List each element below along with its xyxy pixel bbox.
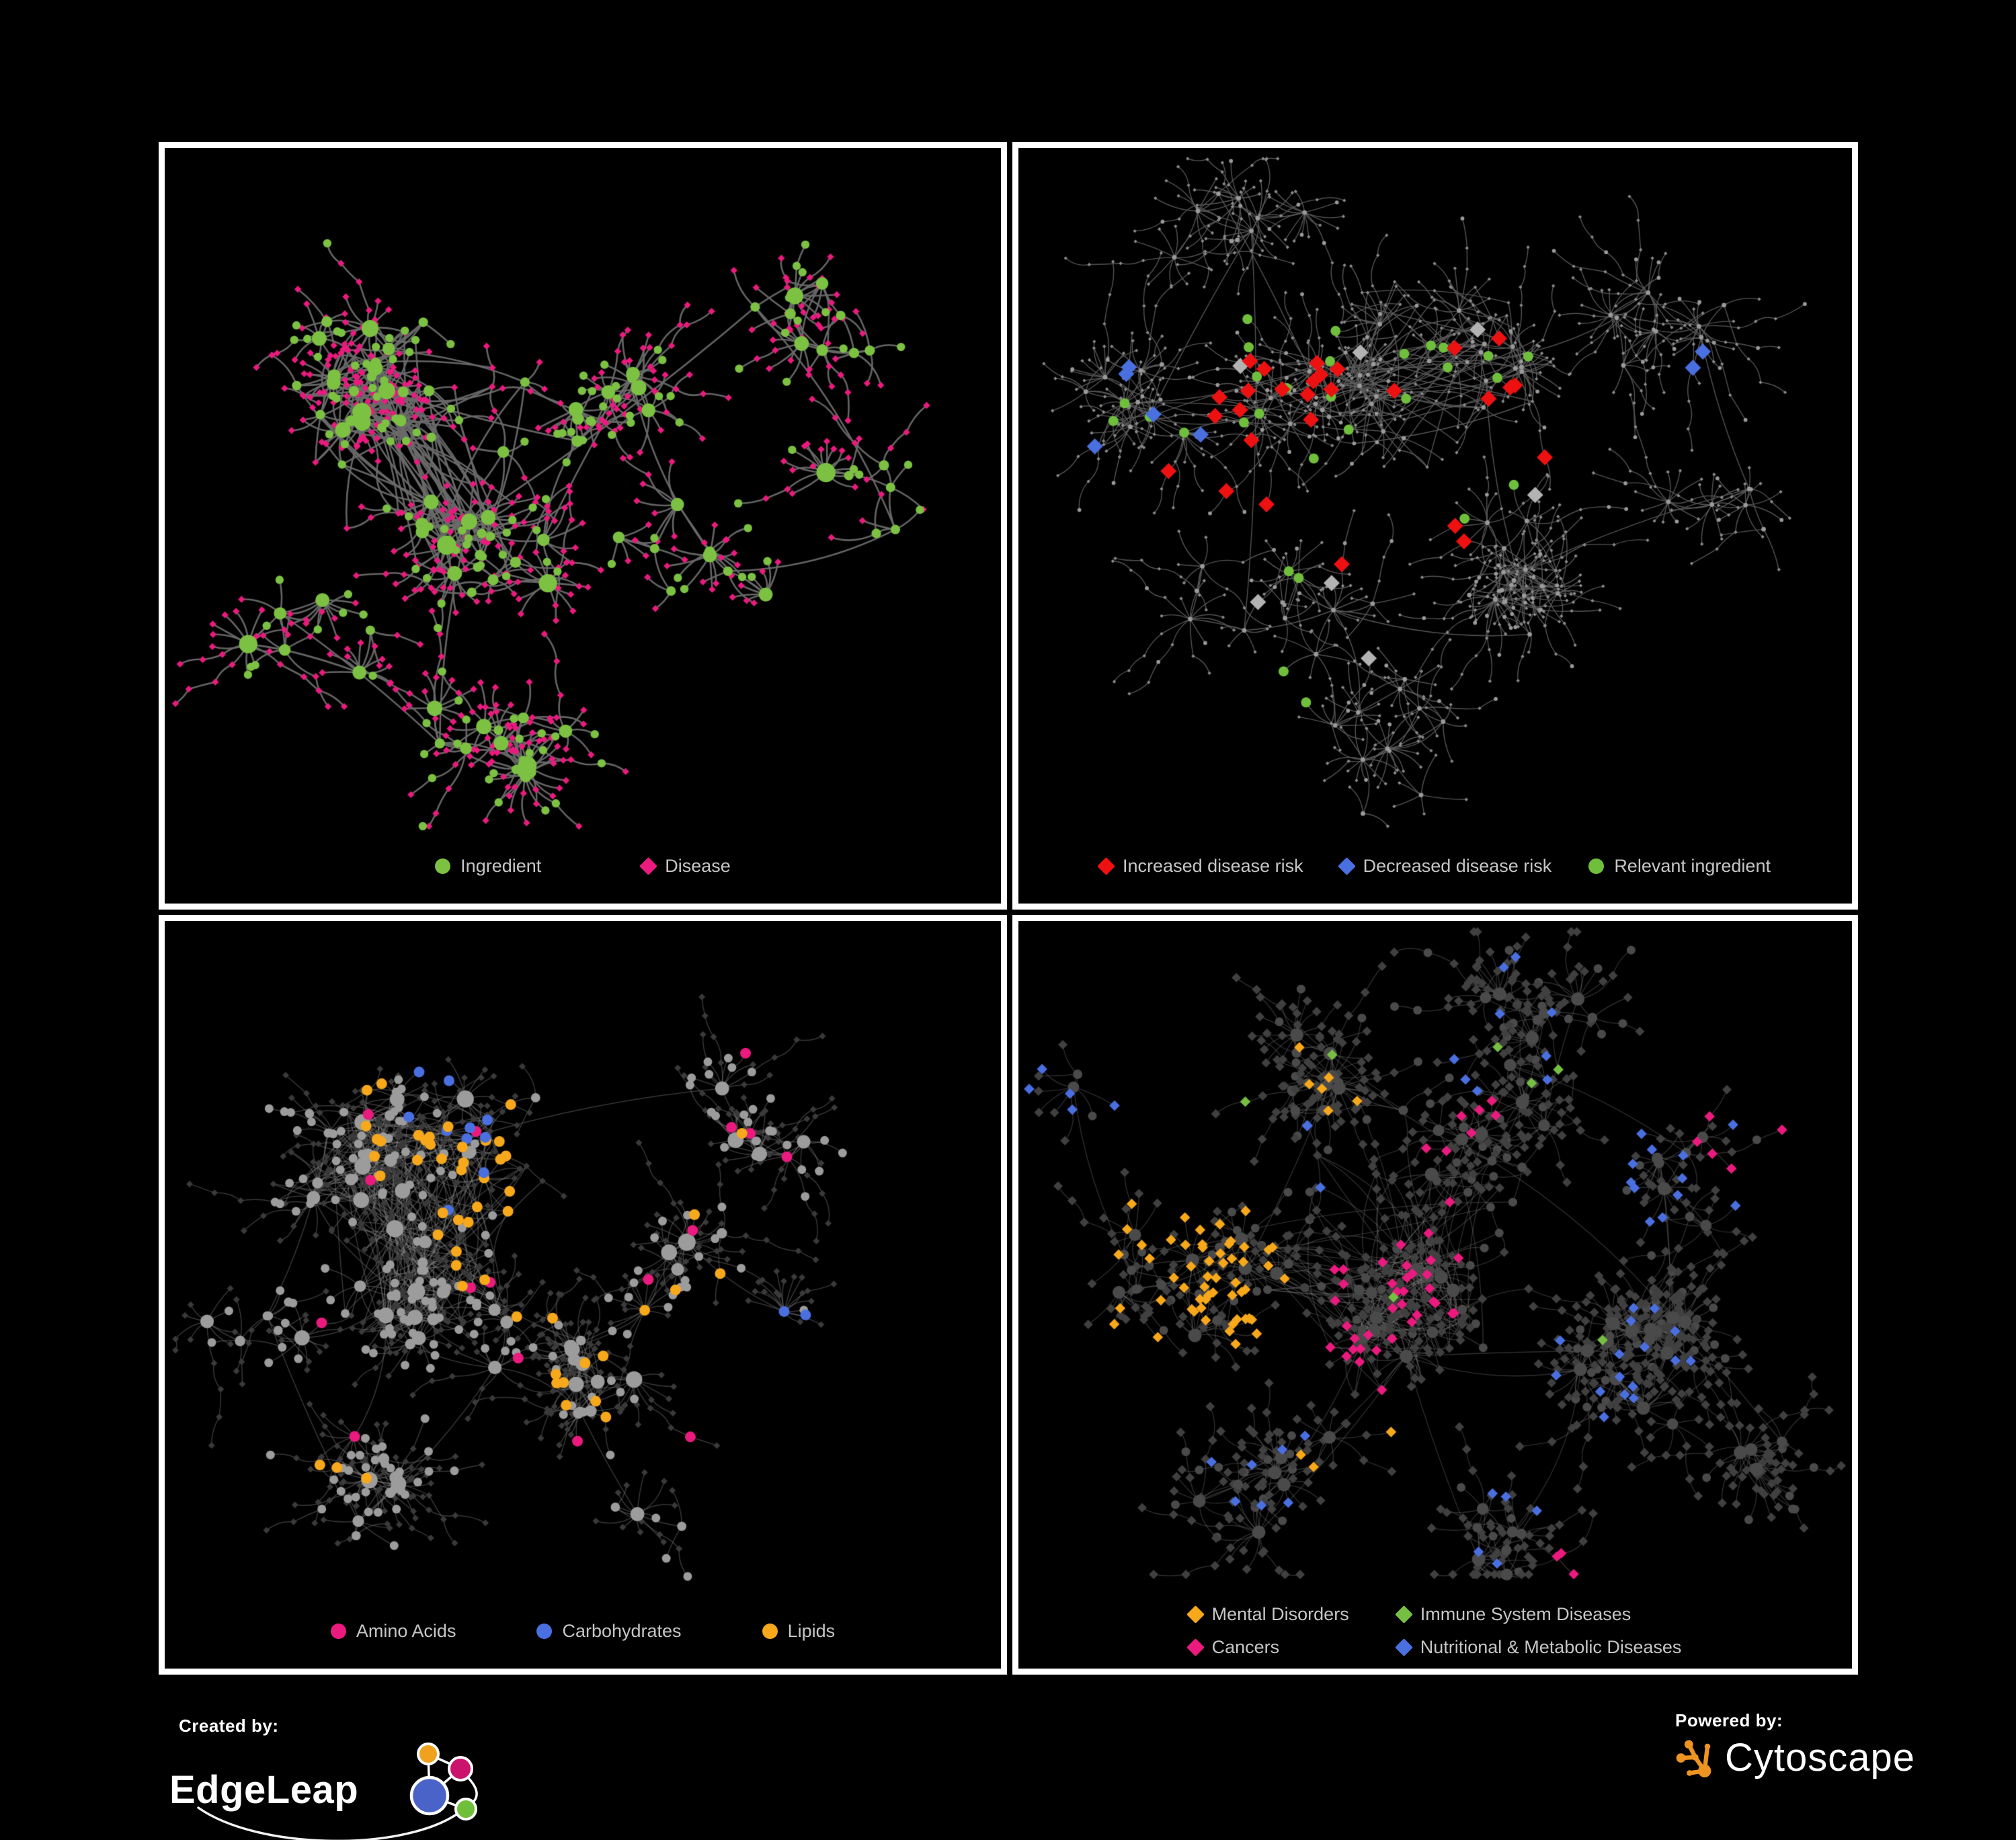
network-canvas-disease-risk <box>1018 148 1852 904</box>
network-canvas-ingredient-disease <box>165 148 1001 904</box>
edgeleap-network-icon <box>197 1743 478 1840</box>
cytoscape-icon <box>1676 1739 1711 1777</box>
network-canvas-disease-class <box>1018 921 1852 1669</box>
panel-ingredient-disease-network: Ingredient Disease <box>159 142 1007 910</box>
panel-nutrient-class-network: Amino Acids Carbohydrates Lipids <box>159 915 1007 1675</box>
edgeleap-logo-block: Created by: EdgeLeap <box>169 1716 493 1840</box>
created-by-label: Created by: <box>179 1716 279 1736</box>
panel-disease-class-network: Mental Disorders Immune System Diseases Ca… <box>1012 915 1858 1675</box>
cytoscape-wordmark: Cytoscape <box>1725 1736 1916 1779</box>
panel-disease-risk-network: Increased disease risk Decreased disease … <box>1012 142 1858 910</box>
powered-by-label: Powered by: <box>1675 1710 1783 1730</box>
network-canvas-nutrient-class <box>165 921 1001 1669</box>
cytoscape-logo-block: Powered by: Cytoscape <box>1675 1710 1915 1780</box>
edgeleap-wordmark: EdgeLeap <box>169 1767 359 1812</box>
